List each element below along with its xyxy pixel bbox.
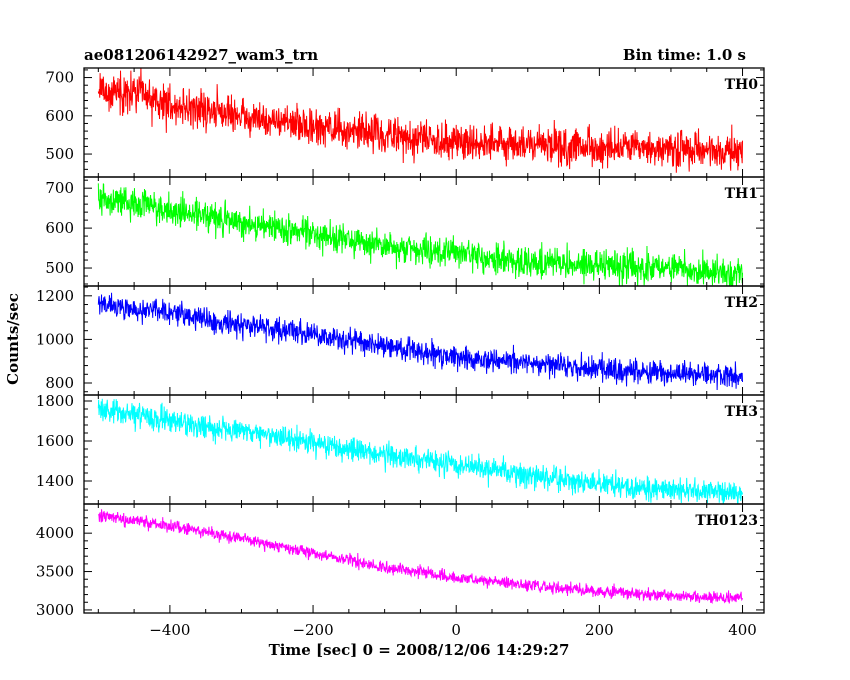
series-label: TH0 [725, 77, 759, 93]
series-line-th2 [97, 292, 744, 390]
y-tick-label: 800 [45, 374, 74, 392]
bin-time-label: Bin time: 1.0 s [623, 46, 746, 64]
y-tick-label: 4000 [36, 524, 74, 542]
y-tick-label: 1600 [36, 432, 74, 450]
x-tick-label: −200 [292, 621, 333, 639]
y-tick-label: 1200 [36, 287, 74, 305]
chart-title: ae081206142927_wam3_trn [84, 46, 318, 64]
series-line-th1 [97, 183, 744, 286]
y-tick-label: 700 [45, 179, 74, 197]
series-line-th0123 [98, 509, 743, 604]
x-axis-title: Time [sec] 0 = 2008/12/06 14:29:27 [269, 641, 570, 659]
series-line-th3 [97, 398, 744, 504]
panel-th2: 800 1000 1200 TH2 [36, 285, 765, 396]
y-tick-label: 1800 [36, 392, 74, 410]
y-tick-label: 700 [45, 69, 74, 87]
series-label: TH2 [725, 295, 758, 311]
x-tick-label: −400 [149, 621, 190, 639]
y-tick-label: 500 [45, 259, 74, 277]
series-line-th0 [97, 68, 744, 173]
panel-stack: 500 600 700 TH0 500 600 700 TH1 800 1000 1200 TH2 14… [36, 67, 765, 639]
y-axis-title: Counts/sec [4, 293, 22, 385]
x-tick-label: 400 [728, 621, 757, 639]
x-tick-label: 200 [585, 621, 614, 639]
panel-th0: 500 600 700 TH0 [45, 67, 765, 178]
series-label: TH0123 [695, 513, 758, 529]
series-label: TH1 [725, 186, 758, 202]
y-tick-label: 1000 [36, 330, 74, 348]
y-tick-label: 500 [45, 145, 74, 163]
y-tick-label: 3500 [36, 563, 74, 581]
panel-th1: 500 600 700 TH1 [45, 176, 765, 287]
series-label: TH3 [725, 404, 758, 420]
panel-th0123: 3000 3500 4000 TH0123 [36, 503, 765, 619]
y-tick-label: 3000 [36, 601, 74, 619]
panel-frame [83, 503, 765, 614]
y-tick-label: 600 [45, 107, 74, 125]
y-tick-label: 1400 [36, 472, 74, 490]
panel-th3: 1400 1600 1800 TH3 [36, 392, 765, 505]
x-tick-label: 0 [451, 621, 461, 639]
y-tick-label: 600 [45, 219, 74, 237]
